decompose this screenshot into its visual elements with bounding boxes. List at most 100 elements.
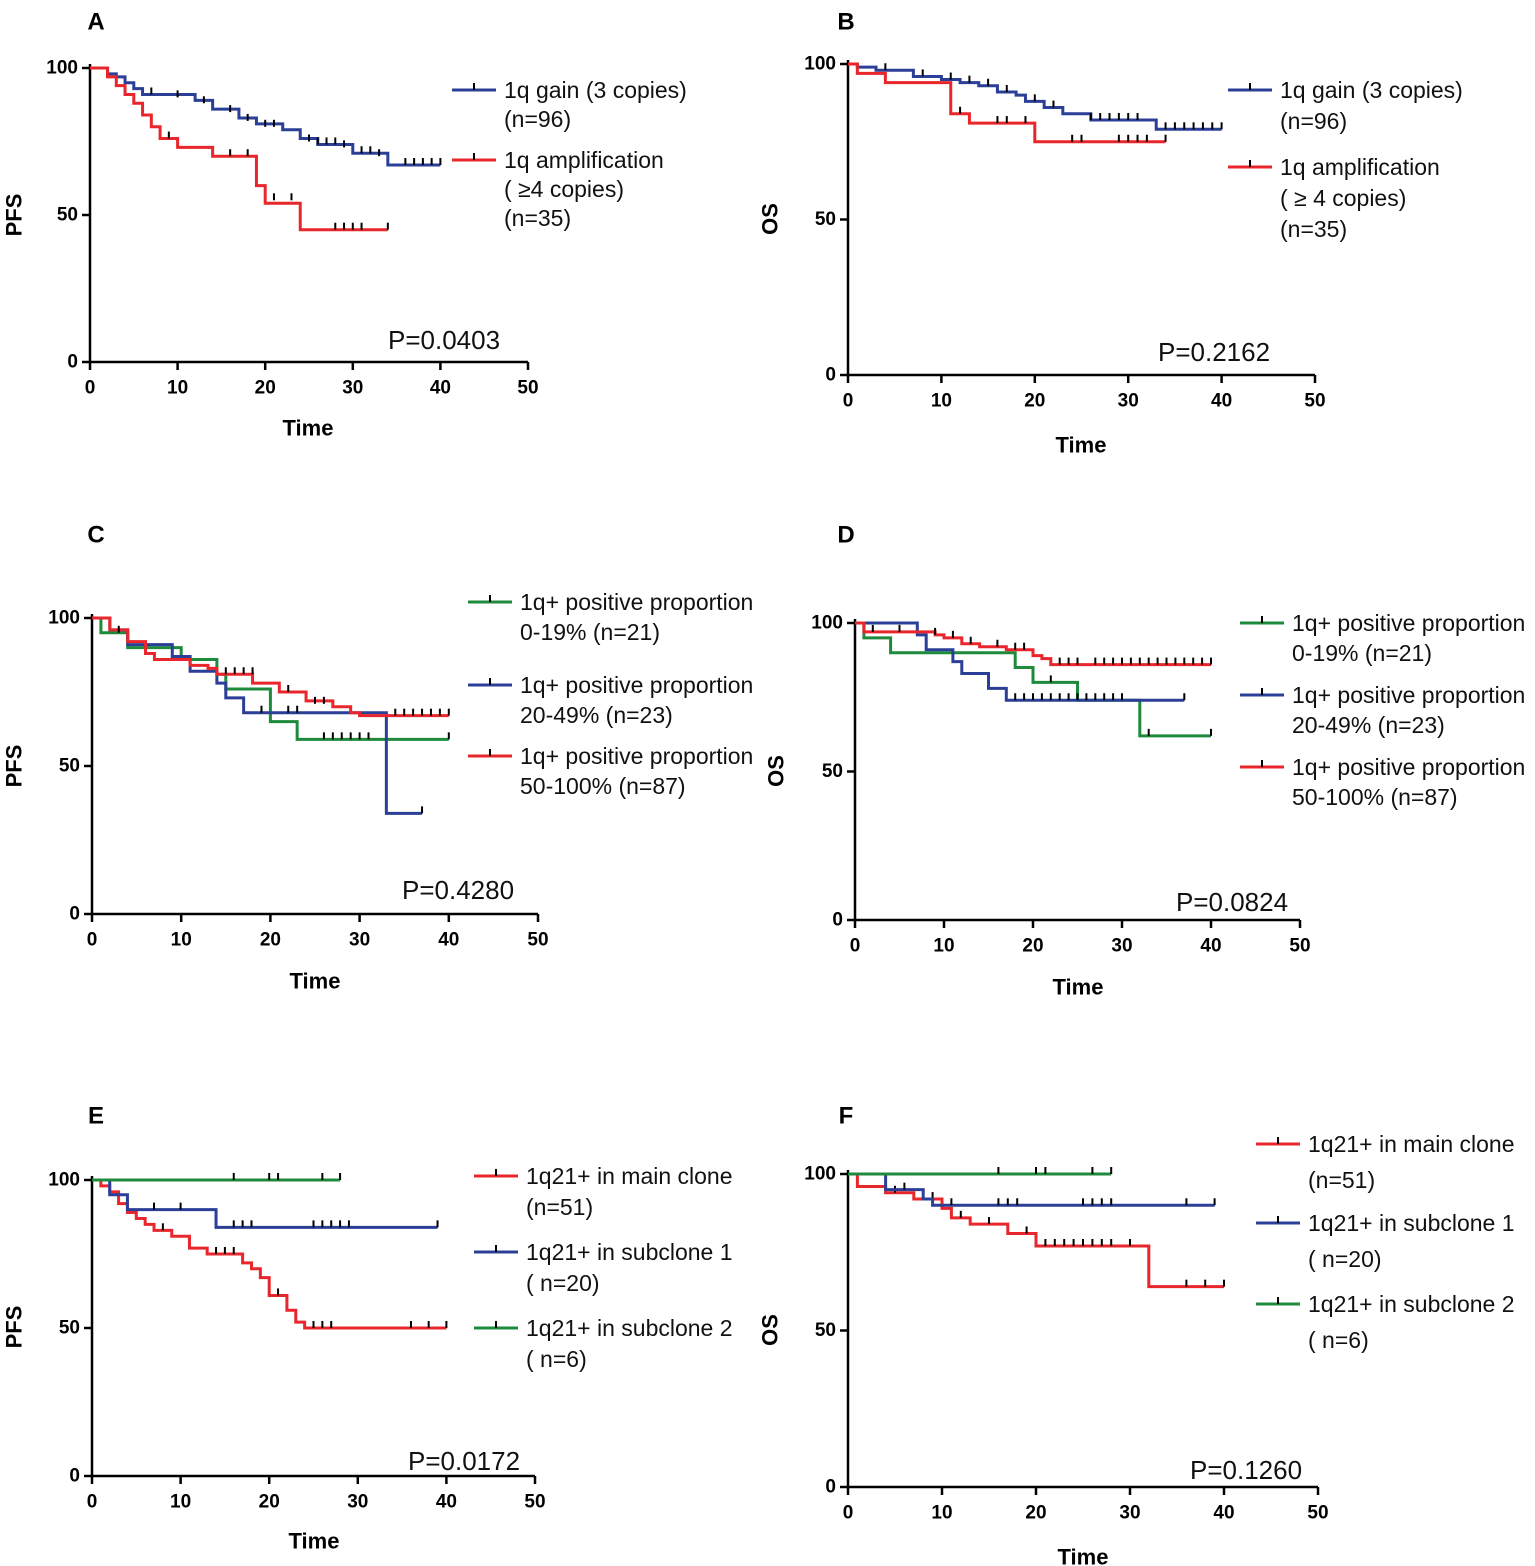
x-axis-title: Time xyxy=(1056,433,1107,458)
x-tick-label: 20 xyxy=(1022,936,1043,957)
panel-letter: A xyxy=(87,9,104,36)
p-value: P=0.1260 xyxy=(1190,1455,1302,1485)
x-tick-label: 10 xyxy=(933,936,954,957)
p-value: P=0.0172 xyxy=(408,1446,520,1476)
km-curve-blue xyxy=(90,66,441,167)
km-curve-green xyxy=(92,616,449,741)
x-tick-label: 20 xyxy=(260,930,281,951)
x-axis-title: Time xyxy=(283,416,334,441)
legend-label: (n=51) xyxy=(526,1194,593,1220)
x-tick-label: 20 xyxy=(1025,1503,1046,1524)
km-curve-blue xyxy=(848,1172,1215,1207)
legend-label: ( n=6) xyxy=(526,1346,587,1372)
x-tick-label: 0 xyxy=(87,930,98,951)
x-tick-label: 10 xyxy=(167,378,188,399)
x-tick-label: 50 xyxy=(524,1492,545,1513)
legend-label: 1q amplification xyxy=(1280,154,1440,180)
x-tick-label: 50 xyxy=(1289,936,1310,957)
x-tick-label: 30 xyxy=(342,378,363,399)
panel-letter: F xyxy=(839,1103,854,1130)
y-tick-label: 50 xyxy=(59,1318,80,1339)
p-value: P=0.2162 xyxy=(1158,337,1270,367)
legend-label: 1q gain (3 copies) xyxy=(1280,77,1463,103)
x-axis-title: Time xyxy=(289,1529,340,1554)
km-curve-blue xyxy=(855,621,1185,702)
y-axis-title: PFS xyxy=(2,745,27,788)
y-axis-title: PFS xyxy=(2,1306,27,1349)
y-tick-label: 50 xyxy=(59,756,80,777)
y-tick-label: 100 xyxy=(48,1170,80,1191)
x-tick-label: 0 xyxy=(850,936,861,957)
x-tick-label: 40 xyxy=(430,378,451,399)
legend-label: (n=96) xyxy=(504,106,571,132)
panel-b: B 0 10 20 30 40 50 0 50 100 Time OS 1q gain (3 copie… xyxy=(758,9,1463,458)
x-tick-label: 20 xyxy=(259,1492,280,1513)
y-tick-label: 50 xyxy=(822,761,843,782)
x-tick-label: 40 xyxy=(1213,1503,1234,1524)
x-tick-label: 10 xyxy=(931,1503,952,1524)
x-tick-label: 10 xyxy=(931,391,952,412)
x-axis-title: Time xyxy=(290,969,341,994)
legend-label: 50-100% (n=87) xyxy=(1292,784,1458,810)
y-tick-label: 0 xyxy=(69,1466,80,1487)
p-value: P=0.0824 xyxy=(1176,887,1288,917)
legend-label: (n=35) xyxy=(504,205,571,231)
x-tick-label: 30 xyxy=(1118,391,1139,412)
legend-label: 1q21+ in subclone 2 xyxy=(1308,1291,1515,1317)
y-tick-label: 100 xyxy=(811,613,843,634)
legend-label: ( n=20) xyxy=(526,1270,600,1296)
legend-label: 0-19% (n=21) xyxy=(1292,640,1432,666)
y-tick-label: 100 xyxy=(46,58,78,79)
x-tick-label: 40 xyxy=(1211,391,1232,412)
y-tick-label: 100 xyxy=(804,1164,836,1185)
y-axis-title: OS xyxy=(764,755,789,787)
y-tick-label: 100 xyxy=(804,54,836,75)
x-tick-label: 50 xyxy=(517,378,538,399)
legend-label: 1q+ positive proportion xyxy=(520,743,753,769)
panel-letter: B xyxy=(837,9,854,36)
km-curve-red xyxy=(848,62,1166,144)
legend-label: 1q gain (3 copies) xyxy=(504,77,687,103)
x-tick-label: 20 xyxy=(255,378,276,399)
legend-label: 20-49% (n=23) xyxy=(520,702,673,728)
panel-letter: E xyxy=(88,1103,104,1130)
legend-label: 50-100% (n=87) xyxy=(520,773,686,799)
y-axis-title: PFS xyxy=(2,194,27,237)
legend-label: 1q21+ in main clone xyxy=(526,1163,733,1189)
x-tick-label: 40 xyxy=(1200,936,1221,957)
x-tick-label: 30 xyxy=(1111,936,1132,957)
x-tick-label: 10 xyxy=(171,930,192,951)
legend-label: ( n=6) xyxy=(1308,1327,1369,1353)
panel-c: C 0 10 20 30 40 50 0 50 100 Time PFS 1q+ positive pr… xyxy=(2,522,754,994)
y-axis-title: OS xyxy=(758,203,783,235)
legend-label: 1q+ positive proportion xyxy=(1292,610,1525,636)
x-tick-label: 40 xyxy=(436,1492,457,1513)
x-tick-label: 0 xyxy=(85,378,96,399)
y-tick-label: 0 xyxy=(825,1477,836,1498)
legend-label: 1q21+ in main clone xyxy=(1308,1131,1515,1157)
x-tick-label: 30 xyxy=(1119,1503,1140,1524)
legend-label: 1q+ positive proportion xyxy=(520,672,753,698)
legend-label: (n=35) xyxy=(1280,216,1347,242)
panel-d: D 0 10 20 30 40 50 0 50 100 Time OS 1q+ positive pro… xyxy=(764,522,1526,1000)
x-tick-label: 10 xyxy=(170,1492,191,1513)
x-tick-label: 30 xyxy=(347,1492,368,1513)
y-tick-label: 0 xyxy=(832,910,843,931)
legend-label: 20-49% (n=23) xyxy=(1292,712,1445,738)
km-curve-red xyxy=(92,1178,447,1330)
y-tick-label: 0 xyxy=(825,365,836,386)
x-axis-title: Time xyxy=(1058,1545,1109,1566)
legend-label: 1q+ positive proportion xyxy=(1292,754,1525,780)
legend-label: ( ≥ 4 copies) xyxy=(1280,185,1406,211)
legend-label: 1q amplification xyxy=(504,147,664,173)
km-curve-blue xyxy=(92,1178,438,1229)
y-tick-label: 50 xyxy=(815,209,836,230)
legend-label: 1q+ positive proportion xyxy=(1292,682,1525,708)
legend-label: 1q21+ in subclone 1 xyxy=(1308,1210,1515,1236)
y-tick-label: 0 xyxy=(69,904,80,925)
legend-label: ( n=20) xyxy=(1308,1246,1382,1272)
km-curve-red xyxy=(92,616,449,718)
x-tick-label: 50 xyxy=(1307,1503,1328,1524)
x-tick-label: 50 xyxy=(1304,391,1325,412)
